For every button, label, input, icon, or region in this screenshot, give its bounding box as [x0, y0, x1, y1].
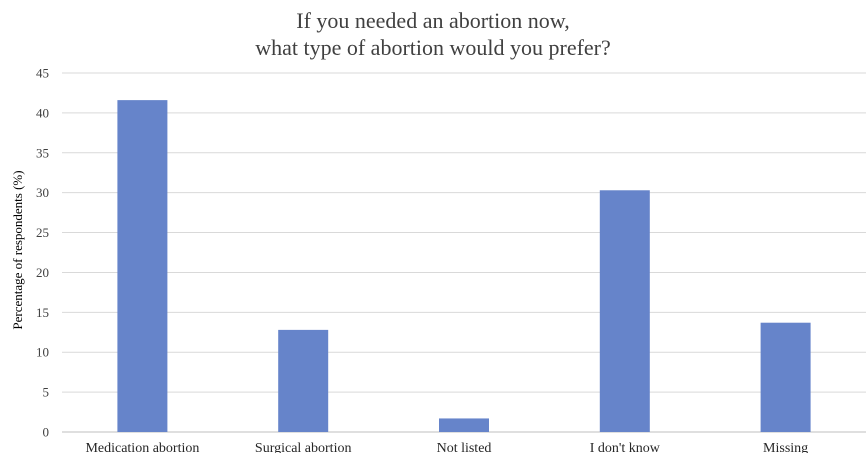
y-tick-label: 15: [36, 305, 49, 320]
y-tick-label: 35: [36, 145, 49, 160]
y-tick-label: 45: [36, 66, 49, 81]
y-tick-label: 0: [43, 425, 50, 440]
y-tick-label: 5: [43, 385, 50, 400]
bar: [760, 322, 811, 432]
bar: [117, 100, 168, 432]
y-tick-label: 20: [36, 265, 49, 280]
x-category-label: Surgical abortion: [255, 441, 352, 453]
x-category-label: Not listed: [437, 441, 492, 453]
y-tick-label: 25: [36, 225, 49, 240]
x-category-label: Missing: [763, 441, 808, 453]
y-tick-label: 30: [36, 185, 49, 200]
x-category-label: I don't know: [590, 441, 661, 453]
y-tick-label: 10: [36, 345, 49, 360]
bar: [439, 418, 489, 432]
y-tick-label: 40: [36, 105, 49, 120]
chart-title-line-1: If you needed an abortion now,: [296, 8, 570, 33]
chart-title-line-2: what type of abortion would you prefer?: [255, 35, 611, 60]
bar: [278, 329, 329, 432]
x-category-label: Medication abortion: [85, 441, 199, 453]
bar: [599, 190, 650, 432]
